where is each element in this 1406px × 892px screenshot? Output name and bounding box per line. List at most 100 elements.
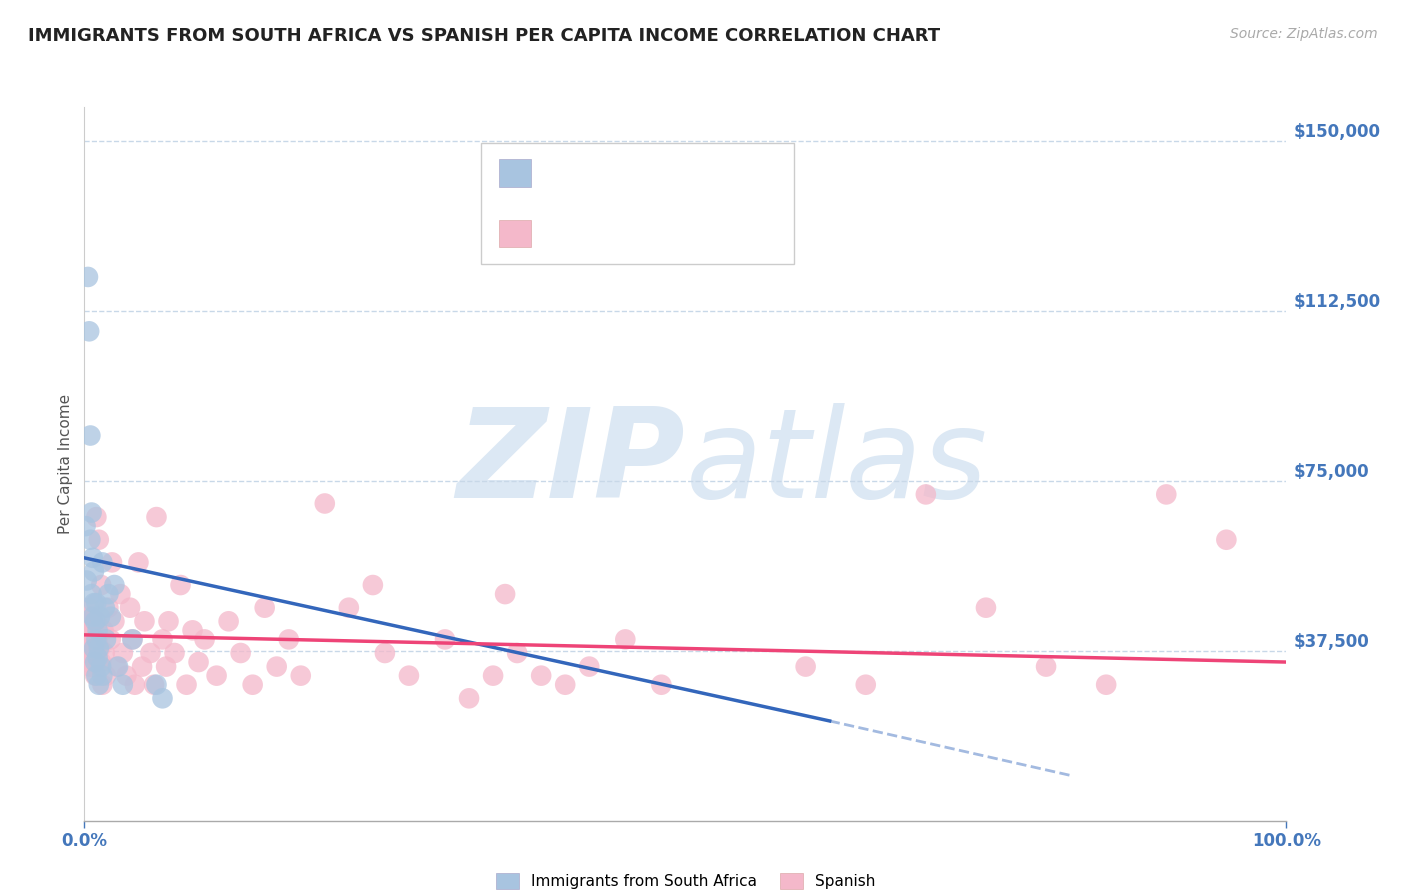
Point (80, 632, 103, 647)
Point (87, 533, 110, 547)
Point (86, 615, 108, 629)
Point (79, 641, 101, 656)
Point (77, 600, 100, 615)
Text: IMMIGRANTS FROM SOUTH AFRICA VS SPANISH PER CAPITA INCOME CORRELATION CHART: IMMIGRANTS FROM SOUTH AFRICA VS SPANISH … (28, 27, 941, 45)
Text: $112,500: $112,500 (1294, 293, 1381, 311)
Point (86, 655, 108, 669)
Point (290, 668, 312, 682)
Point (169, 578, 191, 592)
Point (482, 668, 505, 682)
Point (94, 668, 117, 682)
Point (103, 578, 125, 592)
Point (794, 659, 817, 673)
Point (80, 587, 103, 601)
Point (79, 533, 101, 547)
Point (87, 678, 110, 692)
Point (86, 646, 108, 660)
Point (86, 668, 108, 682)
Point (94, 632, 117, 647)
Point (121, 632, 143, 647)
Point (97, 600, 120, 615)
Point (915, 487, 938, 501)
Point (97, 587, 120, 601)
Point (101, 555, 124, 569)
Point (82, 550, 104, 565)
Point (229, 646, 252, 660)
Point (82, 609, 104, 624)
Point (83, 659, 105, 673)
Point (83, 565, 105, 579)
Point (94, 646, 117, 660)
Point (134, 615, 156, 629)
Point (91, 555, 114, 569)
Point (176, 678, 198, 692)
Point (578, 659, 600, 673)
Point (84, 632, 107, 647)
Point (111, 678, 134, 692)
Point (84, 615, 107, 629)
Point (506, 646, 529, 660)
Point (107, 659, 129, 673)
FancyBboxPatch shape (499, 160, 531, 186)
Point (111, 646, 134, 660)
Point (79, 428, 101, 442)
Point (103, 615, 125, 629)
Point (157, 615, 180, 629)
Point (77, 324, 100, 338)
Point (82, 632, 104, 647)
Point (1156, 487, 1178, 501)
Point (83, 624, 105, 638)
Text: atlas: atlas (686, 403, 987, 524)
Point (93, 624, 115, 638)
Point (86, 650, 108, 665)
Point (94, 600, 117, 615)
Legend: Immigrants from South Africa, Spanish: Immigrants from South Africa, Spanish (489, 867, 882, 892)
Point (89, 609, 111, 624)
Point (75, 519, 97, 533)
Point (127, 555, 149, 569)
Point (194, 632, 217, 647)
Point (374, 646, 396, 660)
Text: R = −0.339   N = 36: R = −0.339 N = 36 (543, 166, 693, 180)
Point (76, 615, 98, 629)
Point (139, 646, 162, 660)
Point (614, 632, 637, 647)
Point (124, 678, 146, 692)
FancyBboxPatch shape (499, 220, 531, 247)
Point (86, 510, 108, 524)
Point (118, 600, 141, 615)
Point (1215, 533, 1237, 547)
Point (83, 641, 105, 656)
Point (121, 632, 143, 647)
Point (80, 646, 103, 660)
Point (77, 632, 100, 647)
Point (80, 506, 103, 520)
Point (86, 632, 108, 647)
Point (145, 678, 167, 692)
Point (398, 668, 420, 682)
Point (155, 659, 177, 673)
Point (91, 668, 114, 682)
Point (100, 609, 122, 624)
Point (87, 641, 110, 656)
Point (855, 678, 877, 692)
Point (266, 659, 288, 673)
Point (77, 646, 100, 660)
Text: R = −0.083   N = 93: R = −0.083 N = 93 (543, 227, 693, 241)
Point (434, 632, 457, 647)
Point (77, 624, 100, 638)
Point (152, 691, 174, 706)
Point (80, 624, 103, 638)
Point (89, 641, 111, 656)
Point (494, 587, 516, 601)
Point (82, 655, 104, 669)
Y-axis label: Per Capita Income: Per Capita Income (58, 393, 73, 534)
Text: $37,500: $37,500 (1294, 632, 1369, 651)
Point (83, 641, 105, 656)
Point (79, 659, 101, 673)
Point (90, 659, 112, 673)
Point (163, 646, 186, 660)
Point (86, 596, 108, 610)
Point (1035, 659, 1057, 673)
Point (105, 659, 128, 673)
